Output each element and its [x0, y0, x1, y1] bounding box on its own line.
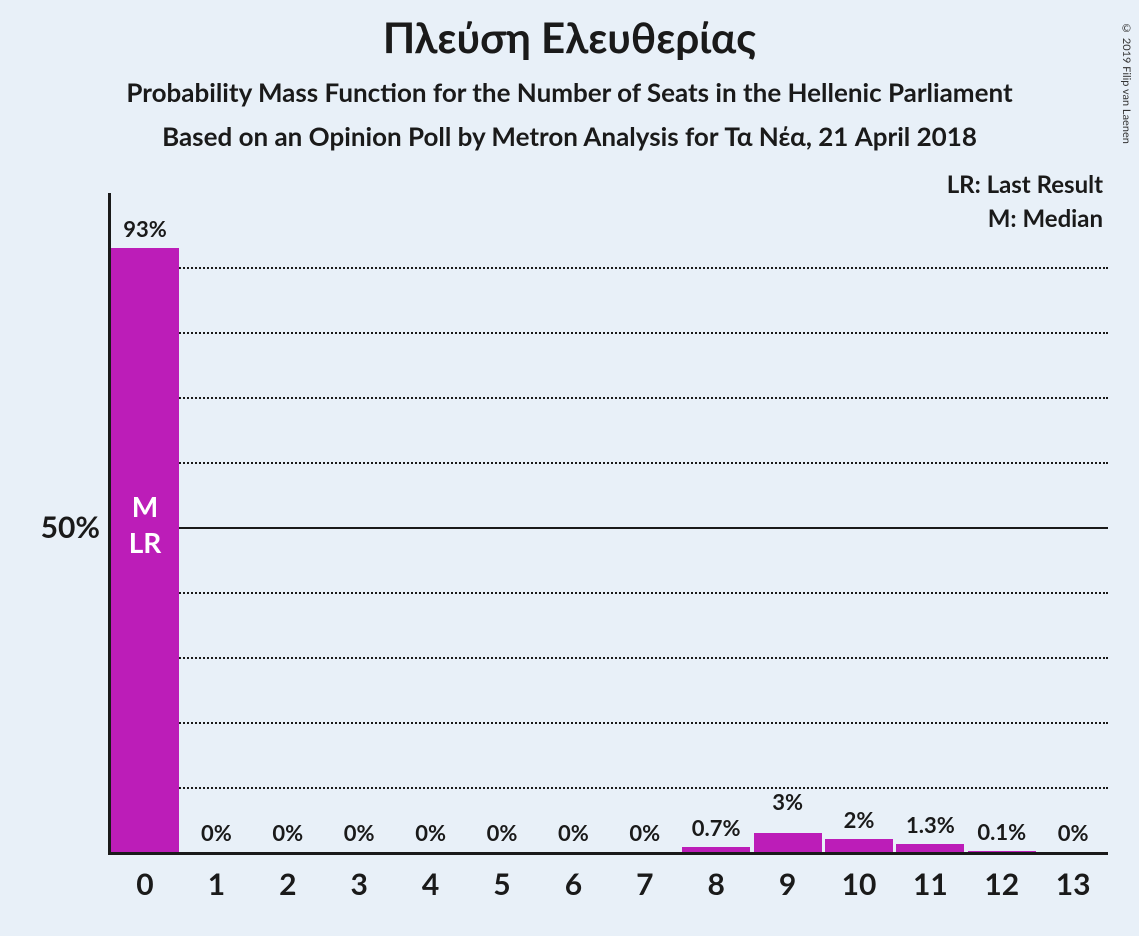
bar-10 [825, 839, 893, 852]
chart-title: Πλεύση Ελευθερίας [0, 12, 1139, 62]
bar-value-5: 0% [487, 819, 518, 846]
gridline [108, 397, 1108, 399]
y-axis-tick-50: 50% [16, 509, 100, 545]
bar-value-11: 1.3% [906, 811, 955, 838]
bar-value-9: 3% [772, 788, 803, 815]
gridline [108, 267, 1108, 269]
x-tick-7: 7 [636, 866, 653, 902]
x-tick-11: 11 [913, 866, 948, 902]
gridline [108, 462, 1108, 464]
gridline [108, 332, 1108, 334]
bar-value-7: 0% [629, 819, 660, 846]
x-axis-line [108, 852, 1108, 855]
gridline [108, 787, 1108, 789]
bar-marker-lr: LR [111, 525, 179, 559]
bar-value-10: 2% [844, 806, 875, 833]
gridline-mid [108, 527, 1108, 529]
x-tick-10: 10 [842, 866, 877, 902]
bar-value-13: 0% [1058, 819, 1089, 846]
bar-value-8: 0.7% [692, 814, 741, 841]
copyright-text: © 2019 Filip van Laenen [1120, 22, 1133, 144]
bar-value-3: 0% [344, 819, 375, 846]
x-tick-0: 0 [136, 866, 153, 902]
bar-marker-m: M [111, 489, 179, 523]
gridline [108, 722, 1108, 724]
bar-12 [968, 851, 1036, 852]
x-tick-3: 3 [350, 866, 367, 902]
x-tick-4: 4 [422, 866, 439, 902]
gridline [108, 657, 1108, 659]
bar-value-1: 0% [201, 819, 232, 846]
bar-11 [896, 844, 964, 852]
bar-value-6: 0% [558, 819, 589, 846]
x-tick-2: 2 [279, 866, 296, 902]
gridline [108, 592, 1108, 594]
bar-value-2: 0% [272, 819, 303, 846]
x-tick-13: 13 [1056, 866, 1091, 902]
x-tick-8: 8 [707, 866, 724, 902]
bar-value-0: 93% [123, 215, 167, 242]
bar-8 [682, 847, 750, 852]
bar-9 [754, 833, 822, 853]
legend-last-result: LR: Last Result [947, 170, 1103, 199]
bar-value-4: 0% [415, 819, 446, 846]
chart-subtitle-2: Based on an Opinion Poll by Metron Analy… [0, 120, 1139, 152]
bar-value-12: 0.1% [977, 818, 1026, 845]
chart-subtitle-1: Probability Mass Function for the Number… [0, 76, 1139, 108]
x-tick-6: 6 [565, 866, 582, 902]
chart-grid: 50% [108, 202, 1108, 852]
x-tick-1: 1 [208, 866, 225, 902]
x-tick-5: 5 [493, 866, 510, 902]
x-tick-9: 9 [779, 866, 796, 902]
pmf-bar-chart: 50% MLR 93% 0% 0% 0% 0% 0% 0% 0% 0.7% 3% 2% 1.3% 0.1%… [108, 202, 1108, 852]
x-tick-12: 12 [984, 866, 1019, 902]
